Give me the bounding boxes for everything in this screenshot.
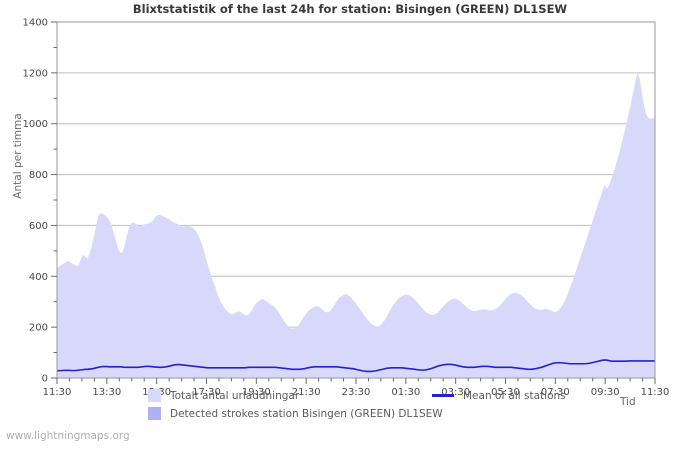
x-tick-label: 17:30 <box>192 387 221 398</box>
x-tick-label: 21:30 <box>292 387 321 398</box>
legend-label-total: Totalt antal urladdningar <box>170 389 300 402</box>
y-tick-label: 0 <box>42 374 48 385</box>
y-tick-label: 400 <box>29 272 48 283</box>
chart-legend: Totalt antal urladdningar Detected strok… <box>0 388 700 424</box>
legend-line-mean <box>432 394 454 397</box>
x-axis-label: Tid <box>620 396 636 408</box>
chart-title: Blixtstatistik of the last 24h for stati… <box>132 2 568 16</box>
legend-item-mean: Mean of all stations <box>432 388 566 403</box>
legend-item-detected: Detected strokes station Bisingen (GREEN… <box>148 406 443 421</box>
y-tick-label: 200 <box>29 323 48 334</box>
x-tick-label: 03:30 <box>441 387 470 398</box>
x-tick-label: 09:30 <box>591 387 620 398</box>
y-tick-label: 800 <box>29 170 48 181</box>
legend-item-total: Totalt antal urladdningar <box>148 388 299 403</box>
x-tick-label: 05:30 <box>491 387 520 398</box>
x-tick-label: 19:30 <box>242 387 271 398</box>
y-tick-label: 600 <box>29 221 48 232</box>
line-series-mean <box>56 359 655 373</box>
watermark: www.lightningmaps.org <box>6 430 130 442</box>
legend-label-detected: Detected strokes station Bisingen (GREEN… <box>170 407 443 420</box>
y-tick-label: 1400 <box>23 18 48 29</box>
x-tick-label: 11:30 <box>43 387 72 398</box>
x-tick-label: 23:30 <box>342 387 371 398</box>
legend-swatch-total <box>148 389 161 402</box>
area-series-total <box>57 72 655 379</box>
x-tick-label: 07:30 <box>541 387 570 398</box>
x-tick-label: 01:30 <box>391 387 420 398</box>
legend-swatch-detected <box>148 407 161 420</box>
y-tick-label: 1200 <box>23 68 48 79</box>
y-axis-label: Antal per timma <box>12 113 24 199</box>
x-tick-label: 11:30 <box>641 387 670 398</box>
x-tick-label: 13:30 <box>92 387 121 398</box>
y-tick-label: 1000 <box>23 119 48 130</box>
legend-label-mean: Mean of all stations <box>463 389 566 402</box>
